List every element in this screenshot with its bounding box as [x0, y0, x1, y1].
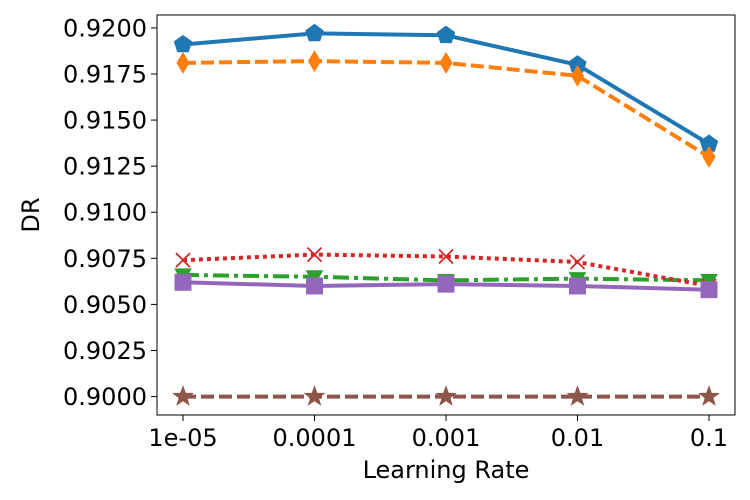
data-point [307, 50, 322, 73]
data-point [303, 385, 326, 406]
y-tick-label: 0.9075 [63, 245, 147, 273]
y-tick-label: 0.9200 [63, 14, 147, 42]
data-point [700, 281, 718, 299]
x-axis: 1e-05 0.0001 0.001 0.01 0.1 [148, 415, 728, 452]
y-tick-label: 0.9125 [63, 153, 147, 181]
x-tick-label: 1e-05 [148, 424, 217, 452]
data-point [569, 277, 586, 295]
x-tick-label: 0.0001 [273, 424, 357, 452]
series-5 [174, 273, 718, 299]
series-line [182, 59, 711, 159]
x-tick-label: 0.1 [690, 424, 728, 452]
y-axis: 0.9000 0.9025 0.9050 0.9075 0.9100 0.9125 0.91… [63, 14, 157, 411]
data-point [437, 275, 455, 293]
y-tick-label: 0.9000 [63, 383, 147, 411]
data-point [175, 252, 191, 268]
x-axis-label: Learning Rate [363, 456, 530, 484]
plot-frame [156, 14, 736, 416]
data-point [570, 64, 585, 87]
data-point [435, 385, 457, 406]
data-point [174, 273, 192, 291]
data-point [439, 51, 453, 74]
data-point [438, 248, 454, 265]
data-point [173, 34, 193, 53]
y-axis-label: DR [17, 197, 45, 232]
data-point [698, 385, 720, 406]
series-layer [172, 23, 720, 406]
data-point [172, 385, 194, 406]
y-tick-label: 0.9050 [63, 291, 147, 319]
data-point [436, 25, 456, 44]
y-tick-label: 0.9025 [63, 337, 147, 365]
series-1 [173, 23, 719, 152]
data-point [305, 23, 324, 42]
series-line [182, 31, 711, 146]
x-tick-label: 0.01 [551, 424, 604, 452]
data-point [566, 385, 589, 406]
data-point [176, 51, 190, 74]
data-point [702, 145, 716, 168]
data-point [569, 254, 586, 270]
y-tick-label: 0.9150 [63, 107, 147, 135]
y-tick-label: 0.9175 [63, 60, 147, 88]
data-point [306, 246, 323, 263]
y-tick-label: 0.9100 [63, 199, 147, 227]
x-tick-label: 0.001 [412, 424, 481, 452]
series-6 [172, 385, 720, 406]
data-point [306, 277, 323, 295]
series-2 [176, 50, 716, 168]
